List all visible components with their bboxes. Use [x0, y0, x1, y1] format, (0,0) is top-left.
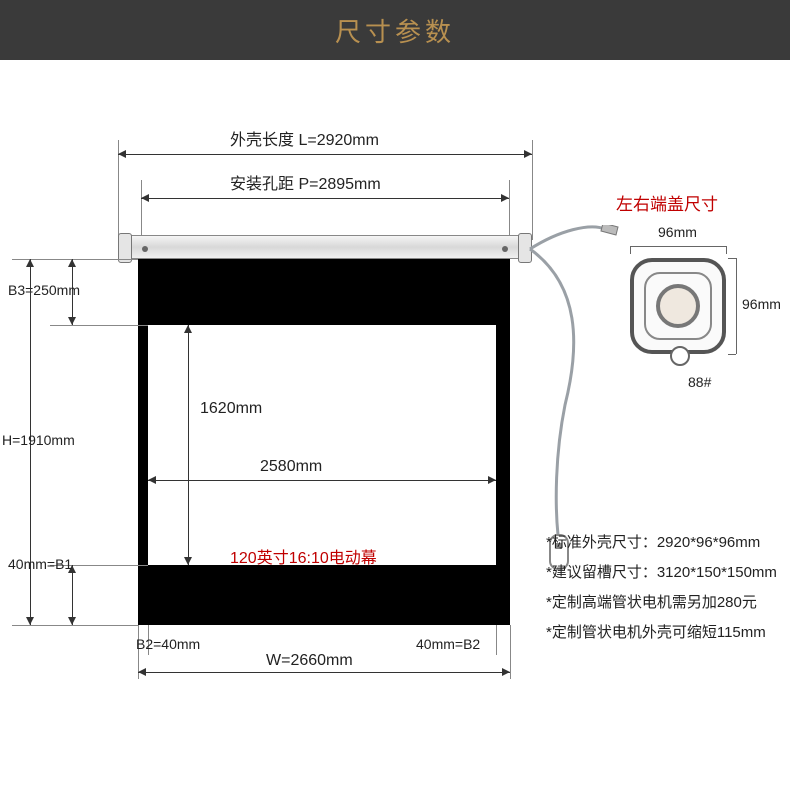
dim-B1: 40mm=B1 [8, 556, 72, 572]
dim-line-B1 [72, 565, 73, 625]
dim-mount-pitch: 安装孔距 P=2895mm [230, 170, 381, 194]
dim-line-W [138, 672, 510, 673]
endcap-code: 88# [688, 374, 711, 390]
mount-hole-right [502, 246, 508, 252]
diagram-canvas: 外壳长度 L=2920mm 安装孔距 P=2895mm 1620mm 2580m… [0, 60, 790, 806]
screen-surface [148, 325, 496, 565]
casing-bar [125, 235, 525, 259]
dim-line-inner-w [148, 480, 496, 481]
note-3: *定制高端管状电机需另加280元 [546, 588, 777, 618]
dim-B3: B3=250mm [8, 282, 80, 298]
mount-hole-left [142, 246, 148, 252]
endcap-h: 96mm [742, 296, 781, 312]
endcap-w: 96mm [658, 224, 697, 240]
endcap-title: 左右端盖尺寸 [616, 190, 718, 215]
endcap-diagram [630, 258, 726, 354]
page-title: 尺寸参数 [335, 12, 455, 49]
dim-line-inner-h [188, 325, 189, 565]
product-label: 120英寸16:10电动幕 [230, 544, 377, 568]
dim-H: H=1910mm [2, 432, 75, 448]
dim-line-P [141, 198, 509, 199]
note-1: *标准外壳尺寸：2920*96*96mm [546, 528, 777, 558]
dim-line-L [118, 154, 532, 155]
dim-B2-right: 40mm=B2 [416, 636, 480, 652]
dim-casing-length: 外壳长度 L=2920mm [230, 126, 379, 150]
note-4: *定制管状电机外壳可缩短115mm [546, 618, 777, 648]
dim-inner-w: 2580mm [260, 458, 322, 476]
header-bar: 尺寸参数 [0, 0, 790, 60]
dim-W: W=2660mm [266, 652, 353, 670]
dim-inner-h: 1620mm [200, 400, 262, 418]
note-2: *建议留槽尺寸：3120*150*150mm [546, 558, 777, 588]
dim-B2-left: B2=40mm [136, 636, 200, 652]
notes-block: *标准外壳尺寸：2920*96*96mm *建议留槽尺寸：3120*150*15… [546, 528, 777, 648]
